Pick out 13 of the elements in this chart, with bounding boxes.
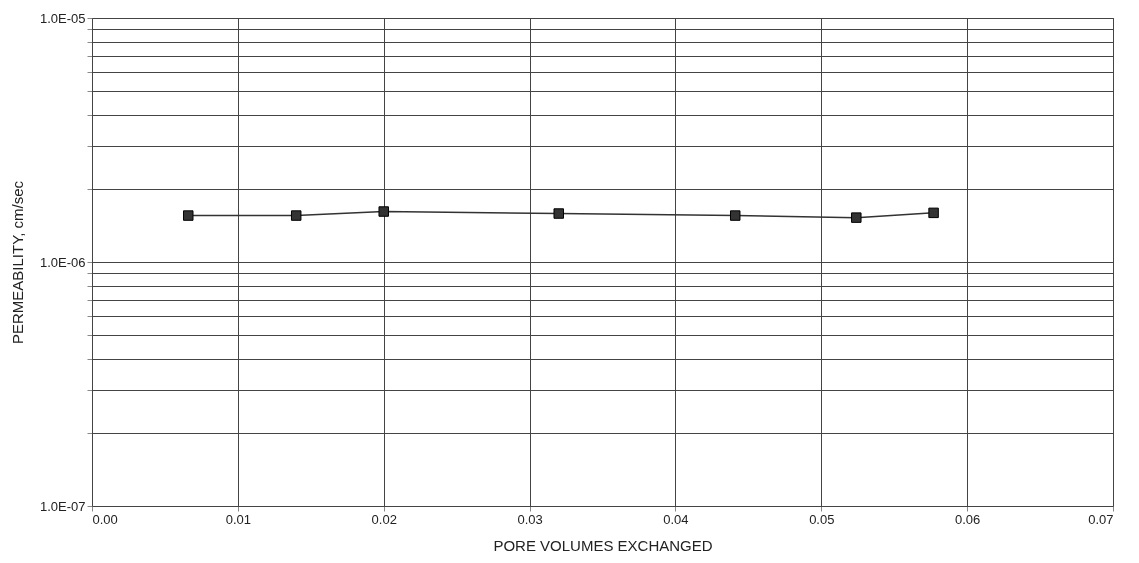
x-tick-label: 0.01: [225, 511, 252, 527]
x-tick-label: 0.04: [663, 511, 689, 527]
y-tick-label: 1.0E-07: [39, 498, 86, 514]
x-tick-label: 0.06: [954, 511, 981, 527]
y-tick-label: 1.0E-06: [39, 254, 86, 270]
x-tick-label: 0.03: [517, 511, 543, 527]
y-axis-title: PERMEABILITY, cm/sec: [8, 180, 26, 345]
x-axis-title: PORE VOLUMES EXCHANGED: [493, 536, 713, 554]
x-tick-label: 0.07: [1088, 511, 1114, 527]
x-tick-label: 0.02: [371, 511, 397, 527]
y-tick-label: 1.0E-05: [39, 10, 86, 26]
x-tick-label: 0.05: [809, 511, 835, 527]
x-tick-label: 0.00: [92, 511, 118, 527]
